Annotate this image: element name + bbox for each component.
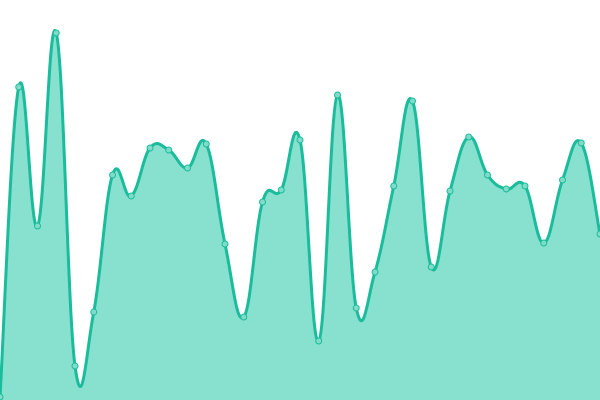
data-point-12 — [221, 240, 229, 248]
data-point-13 — [240, 313, 248, 321]
data-point-14 — [259, 198, 266, 206]
data-point-0 — [0, 393, 4, 400]
data-point-3 — [52, 29, 60, 37]
data-point-19 — [352, 304, 360, 312]
data-point-29 — [540, 239, 548, 247]
data-point-15 — [277, 186, 285, 194]
data-point-25 — [465, 133, 473, 141]
data-point-31 — [577, 139, 585, 147]
data-point-27 — [502, 185, 510, 193]
data-point-20 — [371, 268, 379, 276]
data-point-17 — [315, 337, 323, 345]
data-point-30 — [559, 176, 566, 184]
area-fill — [0, 30, 600, 400]
data-point-22 — [409, 97, 416, 105]
data-point-7 — [127, 192, 135, 200]
data-point-18 — [334, 91, 341, 99]
data-points — [0, 29, 600, 400]
data-point-24 — [446, 187, 454, 195]
data-point-11 — [202, 140, 210, 148]
data-point-21 — [390, 182, 398, 190]
data-point-8 — [146, 144, 154, 152]
data-point-23 — [427, 263, 435, 271]
data-point-4 — [71, 362, 79, 370]
data-point-16 — [296, 136, 304, 144]
data-point-10 — [184, 164, 191, 172]
data-point-2 — [34, 222, 41, 230]
data-point-6 — [109, 171, 116, 179]
data-point-26 — [484, 171, 491, 179]
data-point-32 — [596, 230, 600, 238]
data-point-1 — [15, 83, 23, 91]
series-line — [0, 28, 600, 398]
data-point-9 — [165, 146, 173, 154]
data-point-28 — [521, 182, 529, 190]
data-point-5 — [90, 308, 98, 316]
